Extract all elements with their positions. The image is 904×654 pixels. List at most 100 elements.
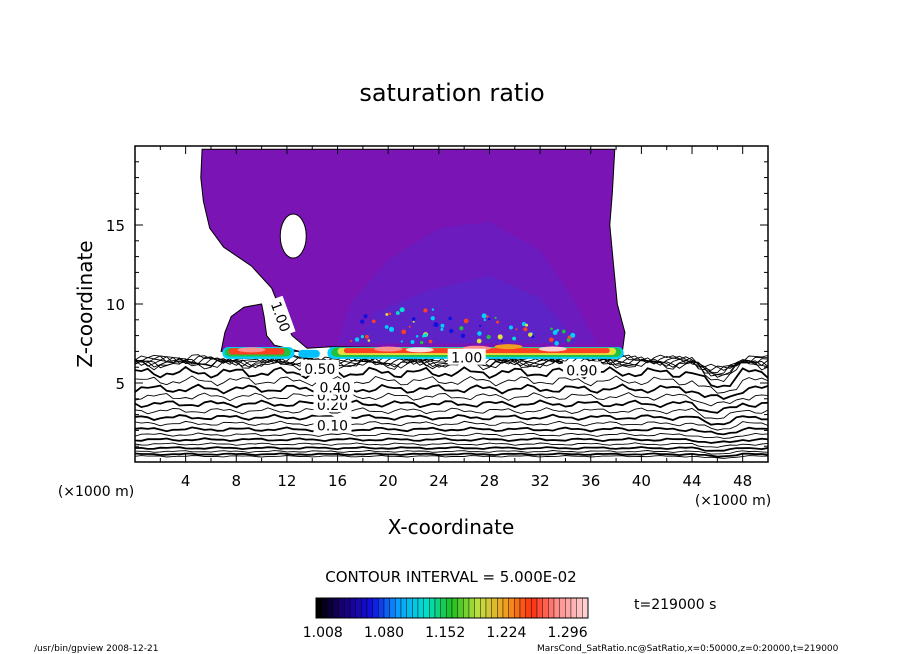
inner-band-2 (356, 275, 579, 344)
speckle (508, 325, 513, 330)
colorbar-cell (570, 597, 577, 619)
speckle (561, 329, 566, 334)
contour-lines (135, 353, 768, 459)
colorbar-frame (315, 597, 589, 619)
colorbar-cell (519, 597, 526, 619)
speckle (395, 311, 400, 315)
speckle (528, 332, 533, 337)
speckle (354, 337, 360, 342)
chart-title: saturation ratio (359, 79, 544, 107)
speckle (363, 314, 368, 319)
speckle (521, 321, 526, 327)
speckle (512, 336, 517, 341)
colorbar-cell (417, 597, 424, 619)
speckle (431, 308, 435, 311)
colorbar-tick-label: 1.080 (364, 625, 404, 641)
colorbar-cell (412, 597, 419, 619)
x-tick-label: 16 (328, 472, 347, 490)
condensation-band (298, 349, 320, 358)
colorbar-cell (446, 597, 453, 619)
contour-line (135, 432, 768, 439)
contour-labels: 0.100.200.300.400.50 0.901.001.00 (267, 295, 601, 435)
speckle (384, 325, 389, 329)
speckle (419, 340, 424, 345)
colorbar-cell (400, 597, 407, 619)
colorbar-cell (389, 597, 396, 619)
speckle (428, 339, 433, 344)
speckle (497, 334, 503, 340)
contour-line (135, 455, 768, 459)
contour-label: 1.00 (451, 351, 482, 367)
colorbar-cell (536, 597, 543, 619)
contour-line (135, 407, 768, 420)
colorbar-cell (395, 597, 402, 619)
colorbar-cell (372, 597, 379, 619)
colorbar-cell (468, 597, 475, 619)
speckle (554, 329, 557, 333)
contour-label-bg (313, 416, 352, 433)
x-tick-label: 28 (480, 472, 499, 490)
speckle (400, 340, 403, 343)
condensation-blob (405, 347, 434, 353)
contour-interval-label: CONTOUR INTERVAL = 5.000E-02 (325, 568, 576, 586)
colorbar-cell (463, 597, 470, 619)
speckle (523, 327, 528, 332)
contour-label: 0.10 (317, 419, 348, 435)
y-tick-label: 15 (106, 217, 125, 235)
colorbar-cell (576, 597, 583, 619)
speckle (515, 328, 518, 331)
speckle (360, 319, 365, 324)
colorbar-tick-labels: 1.008 1.080 1.152 1.224 1.296 (303, 625, 588, 641)
x-axis-label: X-coordinate (388, 515, 515, 539)
contour-line (135, 365, 768, 389)
colorbar-cell (378, 597, 385, 619)
speckle (360, 335, 364, 339)
speckle (350, 340, 353, 343)
x-tick-label: 8 (232, 472, 242, 490)
colorbar-cell (559, 597, 566, 619)
speckle (440, 327, 444, 331)
x-tick-label: 44 (682, 472, 701, 490)
contour-line (135, 442, 768, 448)
colorbar-cell (361, 597, 368, 619)
x-tick-label: 20 (379, 472, 398, 490)
contour-line (135, 437, 768, 444)
speckle (486, 334, 491, 340)
condensation-blob (494, 344, 523, 350)
contour-line (135, 420, 768, 431)
colorbar-cell (497, 597, 504, 619)
speckle (566, 338, 571, 342)
colorbar-cell (565, 597, 572, 619)
colorbar-cell (434, 597, 441, 619)
speckle (399, 307, 405, 313)
contour-label-bg (316, 378, 355, 395)
colorbar-cell (338, 597, 345, 619)
colorbar-cell (553, 597, 560, 619)
contour-line (135, 426, 768, 436)
colorbar-cell (349, 597, 356, 619)
speckle (463, 318, 469, 324)
speckle (408, 325, 411, 328)
colorbar-cell (440, 597, 447, 619)
contour-line (135, 383, 768, 401)
speckle (365, 334, 369, 339)
contour-line (135, 450, 768, 455)
colorbar-cell (332, 597, 339, 619)
speckle (449, 328, 454, 334)
colorbar-cell (457, 597, 464, 619)
contour-label-bg (300, 359, 339, 376)
speckle (477, 331, 482, 336)
contour-line (135, 413, 768, 426)
contour-line (135, 446, 768, 452)
colorbar-cell (406, 597, 413, 619)
colorbar-cell (531, 597, 538, 619)
contour-line (135, 399, 768, 414)
colorbar-cell (321, 597, 328, 619)
condensation-blob (374, 346, 403, 352)
colorbar-cell (502, 597, 509, 619)
speckle (440, 323, 445, 328)
colorbar-tick-label: 1.296 (548, 625, 588, 641)
condensation-blob (237, 347, 266, 353)
subsaturated-hole (279, 213, 307, 259)
